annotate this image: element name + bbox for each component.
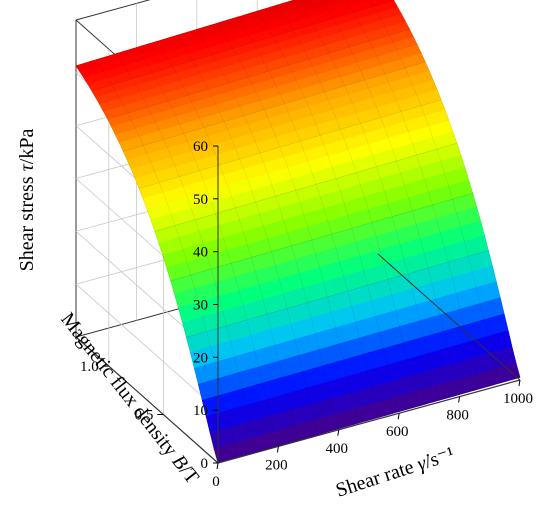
y-axis-label: Magnetic flux density B/T <box>56 309 203 488</box>
z-axis-label: Shear stress τ/kPa <box>16 129 38 272</box>
x-tick-label: 800 <box>446 408 469 424</box>
right-floor-edge <box>377 253 521 381</box>
surface-mesh-line <box>345 0 480 389</box>
surface-mesh-line <box>116 53 259 452</box>
x-axis-label: Shear rate γ̇/s⁻¹ <box>333 443 457 502</box>
surface-mesh-line <box>216 23 360 424</box>
surface-mesh-line <box>196 29 340 429</box>
grid-line <box>75 283 219 411</box>
surface-mesh-line <box>123 61 426 152</box>
surface-mesh-line <box>369 0 501 384</box>
x-tick-mark <box>276 446 279 453</box>
z-tick-label: 50 <box>193 192 208 208</box>
x-axis-line <box>217 379 521 464</box>
z-tick-label: 20 <box>193 350 208 366</box>
surface-mesh-line <box>393 0 521 378</box>
surface-mesh-line <box>75 0 295 67</box>
surface-mesh-line <box>277 4 420 406</box>
x-tick-mark <box>397 413 400 420</box>
surface-mesh-line <box>186 250 489 338</box>
surface-mesh-line <box>170 193 473 282</box>
surface-mesh-line <box>236 17 380 418</box>
surface-mesh-line <box>321 0 460 395</box>
z-tick-label: 0 <box>201 456 209 472</box>
z-tick-label: 60 <box>193 139 208 155</box>
surface-mesh-line <box>136 47 279 446</box>
z-tick-label: 10 <box>193 403 208 419</box>
x-tick-label: 600 <box>386 424 409 440</box>
x-tick-label: 1000 <box>503 391 533 407</box>
surface-mesh-line <box>139 99 442 189</box>
y-tick-label: 0.5 <box>135 408 154 424</box>
back-top-edge <box>75 0 151 21</box>
surface-mesh-line <box>202 313 505 401</box>
surface-mesh-line <box>297 0 440 401</box>
x-tick-label: 400 <box>326 441 349 457</box>
surface-mesh-line <box>156 41 299 441</box>
y-tick-label: 1.0 <box>80 359 99 375</box>
surface-mesh-line <box>107 29 410 120</box>
x-tick-label: 0 <box>212 474 220 490</box>
surface-mesh-line <box>256 10 400 412</box>
surface-mesh-line <box>176 35 319 435</box>
z-tick-label: 40 <box>193 245 208 261</box>
surface-mesh <box>75 0 521 464</box>
x-tick-mark <box>518 379 521 387</box>
x-tick-label: 200 <box>265 457 288 473</box>
y-axis-line <box>75 336 219 464</box>
surface-mesh-line <box>91 0 394 92</box>
z-tick-label: 30 <box>193 298 208 314</box>
x-tick-mark <box>458 396 461 403</box>
x-tick-mark <box>337 429 340 436</box>
x-tick-mark <box>216 462 219 470</box>
surface-mesh-line <box>154 143 457 232</box>
surface-mesh-line <box>95 59 239 458</box>
surface-mesh-line <box>75 65 219 464</box>
